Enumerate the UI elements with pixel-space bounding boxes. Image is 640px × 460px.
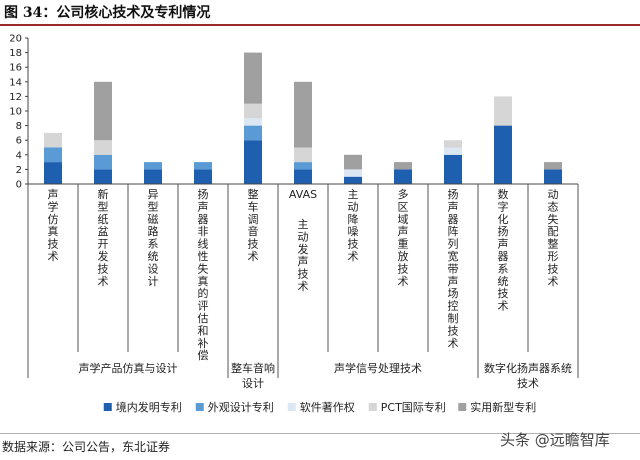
group-label: 声学信号处理技术 — [334, 361, 422, 375]
y-tick-label: 0 — [16, 180, 22, 191]
bar-segment — [144, 169, 162, 184]
category-label: AVAS 主动发声技术 — [289, 188, 317, 293]
y-tick-label: 14 — [9, 77, 22, 88]
bar-segment — [544, 162, 562, 170]
bar-segment — [344, 169, 362, 177]
title-bar: 图 34：公司核心技术及专利情况 — [0, 0, 640, 26]
bar-segment — [194, 162, 212, 170]
y-tick-label: 20 — [9, 34, 22, 45]
category-label: 扬声器非线性失真的评估和补偿 — [198, 187, 209, 362]
category-label: 整车调音技术 — [248, 187, 259, 263]
legend-label: PCT国际专利 — [381, 400, 446, 414]
y-tick-label: 2 — [16, 165, 22, 176]
bar-segment — [294, 162, 312, 170]
bar-segment — [44, 147, 62, 163]
bar-segment — [394, 169, 412, 184]
category-label: 新型纸盆开发技术 — [98, 187, 109, 288]
bar-segment — [244, 103, 262, 119]
category-label: 异型磁路系统设计 — [148, 188, 159, 288]
bar-segment — [344, 176, 362, 184]
figure-title: 图 34：公司核心技术及专利情况 — [4, 5, 211, 21]
legend-swatch — [458, 403, 467, 411]
watermark: 头条 @远瞻智库 — [500, 431, 610, 449]
bar-segment — [344, 154, 362, 170]
bar-segment — [44, 132, 62, 148]
data-source: 数据来源：公司公告，东北证券 — [2, 440, 171, 454]
y-tick-label: 12 — [9, 92, 22, 103]
legend-label: 外观设计专利 — [208, 400, 274, 414]
y-tick-label: 8 — [16, 121, 22, 132]
legend-swatch — [287, 403, 296, 411]
bar-segment — [494, 96, 512, 126]
bar-segment — [394, 162, 412, 170]
category-label: 动态失配整形技术 — [548, 188, 559, 288]
category-label: 主动降噪技术 — [348, 188, 359, 263]
legend-swatch — [103, 403, 112, 411]
legend-swatch — [195, 403, 204, 411]
group-label: 整车音响设计 — [231, 361, 275, 390]
bar-segment — [244, 125, 262, 141]
bar-segment — [244, 140, 262, 184]
y-tick-label: 10 — [9, 107, 22, 118]
group-label: 数字化扬声器系统技术 — [484, 361, 572, 390]
bar-segment — [444, 147, 462, 155]
bar-segment — [294, 81, 312, 148]
y-tick-label: 18 — [9, 48, 22, 59]
y-tick-label: 6 — [16, 136, 22, 147]
category-label: 声学仿真技术 — [48, 187, 59, 263]
bar-segment — [44, 162, 62, 184]
category-label: 扬声器阵列宽带声场控制技术 — [448, 187, 459, 350]
bar-segment — [144, 162, 162, 170]
bar-segment — [294, 147, 312, 163]
bar-segment — [444, 154, 462, 184]
bar-segment — [494, 125, 512, 184]
bar-segment — [94, 81, 112, 141]
bar-segment — [94, 154, 112, 170]
y-tick-label: 4 — [16, 150, 22, 161]
bar-segment — [444, 140, 462, 148]
bottom-divider — [0, 433, 640, 434]
category-label: 数字化扬声器系统技术 — [498, 188, 509, 313]
bar-segment — [544, 169, 562, 184]
legend-label: 实用新型专利 — [470, 400, 536, 414]
legend-label: 境内发明专利 — [116, 400, 182, 414]
bar-segment — [94, 140, 112, 155]
legend-label: 软件著作权 — [300, 400, 355, 414]
legend-swatch — [368, 403, 377, 411]
bar-segment — [94, 169, 112, 184]
y-tick-label: 16 — [9, 63, 22, 74]
group-label: 声学产品仿真与设计 — [79, 361, 178, 375]
bar-segment — [194, 169, 212, 184]
category-label: 多区域声重放技术 — [398, 187, 409, 288]
bar-segment — [244, 118, 262, 126]
bar-segment — [294, 169, 312, 184]
bar-segment — [244, 52, 262, 104]
